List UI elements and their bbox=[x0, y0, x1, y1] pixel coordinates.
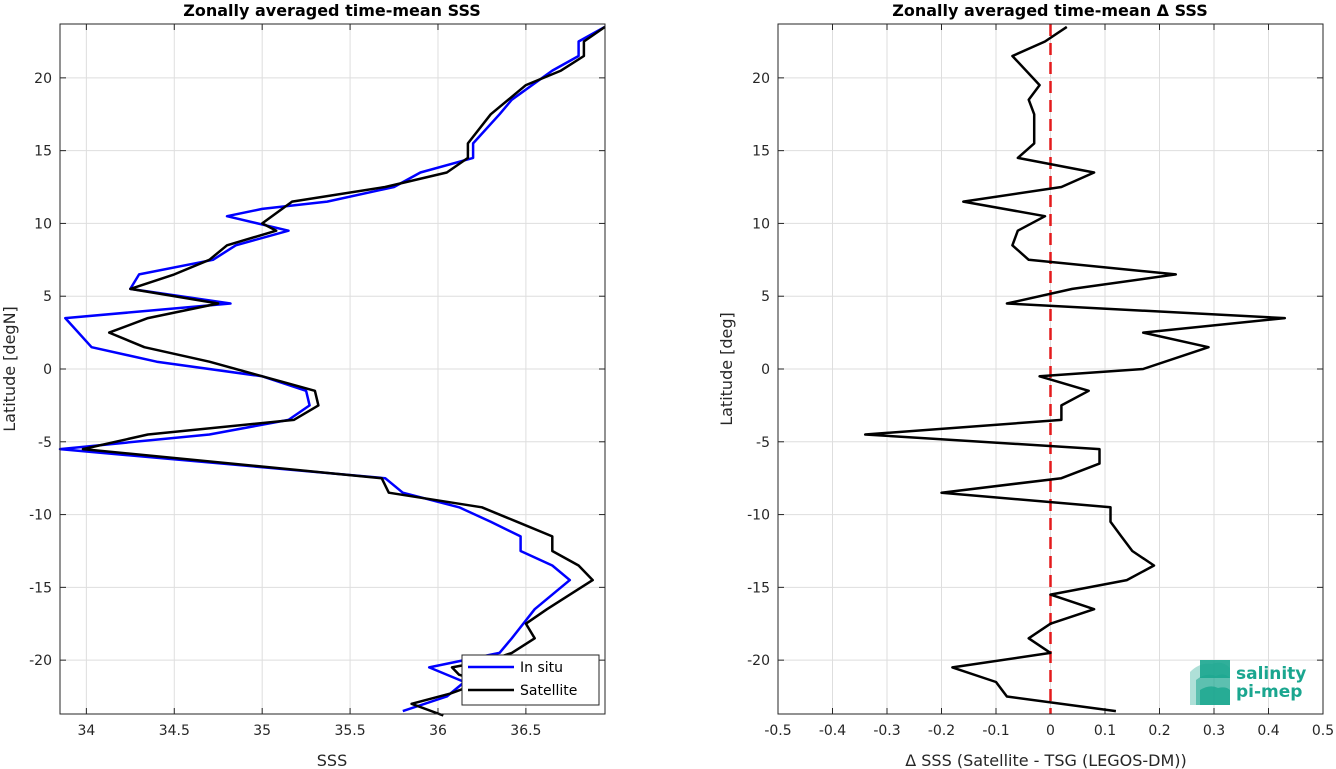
right-axes-frame bbox=[777, 23, 1324, 715]
left-y-axis-label: Latitude [degN] bbox=[0, 306, 19, 432]
right-y-tick-label: 10 bbox=[752, 216, 770, 232]
right-y-axis-label: Latitude [deg] bbox=[717, 312, 736, 426]
right-y-tick-label: -10 bbox=[747, 508, 770, 524]
left-y-tick-label: -15 bbox=[29, 580, 52, 596]
right-x-tick-label: -0.2 bbox=[928, 723, 955, 739]
left-x-tick-label: 36 bbox=[429, 723, 447, 739]
left-x-axis-label: SSS bbox=[317, 751, 347, 769]
logo-line-2: pi-mep bbox=[1236, 682, 1302, 702]
right-ticks: -0.5 -0.4 -0.3 -0.2 -0.1 0 0.1 0.2 0.3 0.4 0.5 -20 -… bbox=[747, 24, 1334, 739]
left-ticks: 34 34.5 35 35.5 36 36.5 -20 -15 -10 -5 0 5 10 15 20 bbox=[29, 24, 605, 739]
right-x-tick-label: -0.3 bbox=[873, 723, 900, 739]
logo-line-1: salinity bbox=[1236, 664, 1306, 684]
right-y-tick-label: 0 bbox=[761, 362, 770, 378]
right-x-tick-label: -0.1 bbox=[982, 723, 1009, 739]
left-y-tick-label: 15 bbox=[34, 144, 52, 160]
right-x-tick-label: 0.1 bbox=[1094, 723, 1116, 739]
right-series bbox=[863, 24, 1287, 714]
left-x-tick-label: 34 bbox=[77, 723, 95, 739]
right-x-tick-label: 0.4 bbox=[1257, 723, 1279, 739]
left-y-tick-label: -20 bbox=[29, 653, 52, 669]
right-y-tick-label: -5 bbox=[756, 435, 770, 451]
salinity-pi-mep-logo: salinity pi-mep bbox=[1190, 660, 1306, 705]
left-y-tick-label: 5 bbox=[43, 289, 52, 305]
right-x-tick-label: -0.4 bbox=[819, 723, 846, 739]
left-y-tick-label: 0 bbox=[43, 362, 52, 378]
waves-icon bbox=[1190, 660, 1230, 705]
left-y-tick-label: 10 bbox=[34, 216, 52, 232]
right-x-tick-label: 0.5 bbox=[1312, 723, 1334, 739]
right-y-tick-label: -20 bbox=[747, 653, 770, 669]
right-x-tick-label: 0.2 bbox=[1148, 723, 1170, 739]
right-y-tick-label: 5 bbox=[761, 289, 770, 305]
legend-label-satellite: Satellite bbox=[520, 683, 577, 699]
left-x-tick-label: 35.5 bbox=[334, 723, 365, 739]
left-axes-frame bbox=[59, 23, 606, 715]
legend-box bbox=[461, 654, 600, 706]
left-series-line-satellite bbox=[81, 25, 606, 717]
left-series bbox=[58, 25, 606, 717]
right-x-axis-label: Δ SSS (Satellite - TSG (LEGOS-DM)) bbox=[905, 751, 1187, 769]
right-x-tick-label: 0.3 bbox=[1203, 723, 1225, 739]
panel-sss: 34 34.5 35 35.5 36 36.5 -20 -15 -10 -5 0 5 10 15 20 Zo… bbox=[0, 1, 606, 769]
left-x-tick-label: 35 bbox=[253, 723, 271, 739]
right-chart-title: Zonally averaged time-mean Δ SSS bbox=[892, 1, 1208, 20]
left-y-tick-label: 20 bbox=[34, 71, 52, 87]
left-x-tick-label: 36.5 bbox=[510, 723, 541, 739]
left-grid bbox=[60, 24, 605, 714]
right-x-tick-label: -0.5 bbox=[764, 723, 791, 739]
right-x-tick-label: 0 bbox=[1046, 723, 1055, 739]
right-y-tick-label: 20 bbox=[752, 71, 770, 87]
left-chart-title: Zonally averaged time-mean SSS bbox=[183, 1, 481, 20]
left-y-tick-label: -10 bbox=[29, 508, 52, 524]
right-series-line-delta-sss bbox=[863, 25, 1287, 713]
panel-delta-sss: -0.5 -0.4 -0.3 -0.2 -0.1 0 0.1 0.2 0.3 0.4 0.5 -20 -… bbox=[717, 1, 1334, 769]
left-x-tick-label: 34.5 bbox=[159, 723, 190, 739]
legend-label-in-situ: In situ bbox=[520, 660, 563, 676]
right-y-tick-label: 15 bbox=[752, 144, 770, 160]
left-y-tick-label: -5 bbox=[38, 435, 52, 451]
legend: In situ Satellite bbox=[461, 654, 600, 706]
left-series-line-in-situ bbox=[58, 25, 606, 713]
right-y-tick-label: -15 bbox=[747, 580, 770, 596]
